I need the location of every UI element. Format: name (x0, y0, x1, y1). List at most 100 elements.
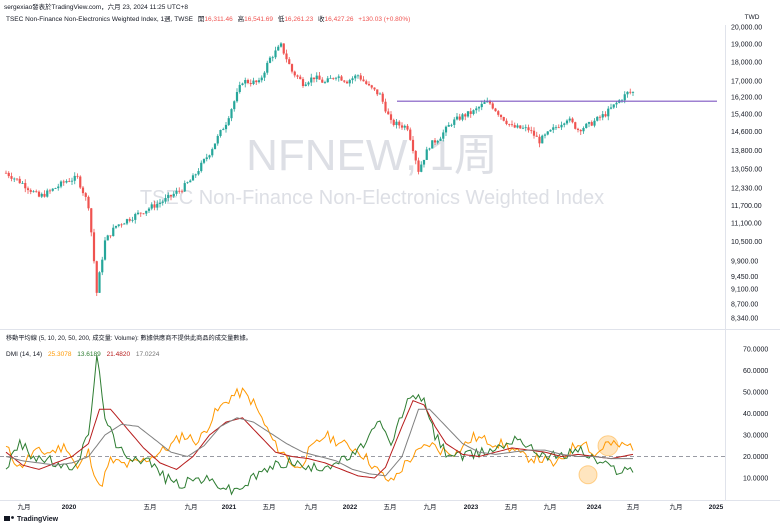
candle-body (296, 75, 299, 77)
candle-body (433, 140, 437, 143)
candle-body (90, 208, 93, 233)
candle-body (598, 116, 602, 118)
candle-body (398, 121, 401, 126)
candle-body (568, 118, 571, 121)
candle-body (370, 85, 373, 88)
candle-body (290, 64, 294, 72)
ohlc-open-value: 16,311.46 (204, 16, 233, 23)
candle-body (323, 82, 327, 83)
candle-body (51, 188, 54, 191)
candle-body (524, 127, 527, 129)
candle-body (84, 193, 87, 197)
candle-body (26, 188, 30, 191)
candle-body (612, 104, 615, 108)
candle-body (411, 139, 415, 151)
candle-body (348, 80, 351, 84)
candle-body (15, 178, 19, 180)
candle-body (359, 75, 362, 80)
time-tick-label: 九月 (670, 502, 683, 511)
time-tick-label: 五月 (263, 503, 276, 511)
dmi-highlight-marker (597, 435, 619, 457)
candle-body (271, 57, 274, 59)
candle-body (469, 111, 472, 114)
candlestick-series[interactable] (4, 42, 635, 297)
candle-body (315, 75, 318, 80)
candle-body (224, 124, 228, 130)
candle-body (57, 186, 60, 189)
candle-body (340, 76, 343, 81)
candle-body (431, 140, 434, 149)
candle-body (376, 89, 379, 95)
candle-body (409, 129, 412, 140)
price-tick-label: 11,100.00 (731, 220, 762, 227)
price-tick-label: 9,450.00 (731, 274, 758, 281)
candle-body (538, 136, 541, 144)
candle-body (87, 196, 90, 209)
dmi-tick-label: 60.0000 (743, 368, 768, 375)
dmi-plus-di-value: 25.3078 (48, 351, 72, 358)
time-axis[interactable]: 九月 2020 五月 九月 2021 五月 九月 2022 五月 九月 2023 五月 九月 2024 五月… (18, 502, 724, 511)
candle-body (585, 123, 588, 128)
time-tick-label: 九月 (424, 502, 437, 511)
watermark-name: TSEC Non-Finance Non-Electronics Weighte… (140, 187, 604, 209)
symbol-title: TSEC Non-Finance Non-Electronics Weighte… (6, 14, 194, 23)
time-tick-label: 九月 (18, 502, 31, 511)
candle-body (59, 181, 63, 187)
dmi-series[interactable] (5, 355, 634, 496)
candle-body (307, 82, 310, 85)
volume-note: 移動平均線 (5, 10, 20, 50, 200, 成交量: Volume):… (6, 334, 252, 342)
candle-body (172, 193, 175, 197)
candle-body (472, 110, 475, 114)
price-tick-label: 8,340.00 (731, 316, 758, 323)
dmi-axis[interactable]: 70.0000 60.0000 50.0000 40.0000 30.0000 20.00… (743, 347, 768, 483)
ohlc-change: +130.03 (+0.80%) (358, 16, 410, 23)
dmi-highlight-marker-2 (578, 465, 598, 485)
price-tick-label: 15,400.00 (731, 111, 762, 118)
candle-body (277, 46, 280, 51)
candle-body (7, 172, 10, 177)
dmi-tick-label: 70.0000 (743, 347, 768, 354)
candle-body (263, 72, 266, 78)
tradingview-logo[interactable]: TradingView (4, 516, 59, 523)
candle-body (373, 87, 376, 90)
candle-body (530, 130, 533, 132)
price-tick-label: 10,500.00 (731, 239, 762, 246)
time-tick-label: 五月 (627, 503, 640, 511)
candle-body (21, 182, 24, 184)
candle-body (106, 235, 109, 241)
candle-body (156, 203, 159, 208)
watermark-ticker: NFNEW, 1周 (246, 131, 498, 180)
candle-body (596, 116, 599, 121)
price-tick-label: 9,100.00 (731, 286, 758, 293)
candle-body (268, 57, 272, 63)
candle-body (384, 101, 387, 112)
candle-body (24, 182, 27, 189)
candle-body (563, 123, 566, 125)
candle-body (508, 123, 511, 125)
candle-body (609, 107, 613, 109)
price-tick-label: 20,000.00 (731, 24, 762, 31)
candle-body (238, 84, 241, 93)
candle-body (249, 83, 252, 85)
symbol-legend[interactable]: TSEC Non-Finance Non-Electronics Weighte… (6, 14, 410, 23)
candle-body (392, 119, 395, 126)
time-tick-label: 九月 (305, 502, 318, 511)
candle-body (321, 79, 324, 83)
candle-body (480, 103, 483, 108)
dmi-legend[interactable]: DMI (14, 14) 25.3078 13.6189 21.4820 17.… (6, 351, 160, 358)
candle-body (40, 193, 43, 197)
price-axis[interactable]: 20,000.00 19,000.00 18,000.00 17,000.00 16,2… (731, 24, 762, 322)
candle-body (216, 135, 219, 144)
candle-body (227, 118, 230, 125)
candle-body (543, 134, 547, 136)
candle-body (574, 122, 577, 129)
candle-body (488, 101, 492, 104)
candle-body (461, 114, 464, 120)
dmi-tick-label: 20.0000 (743, 454, 768, 461)
candle-body (260, 77, 263, 81)
time-tick-label: 2024 (587, 504, 602, 511)
candle-body (205, 157, 208, 160)
dmi-line-1 (5, 355, 634, 496)
candle-body (10, 176, 13, 179)
